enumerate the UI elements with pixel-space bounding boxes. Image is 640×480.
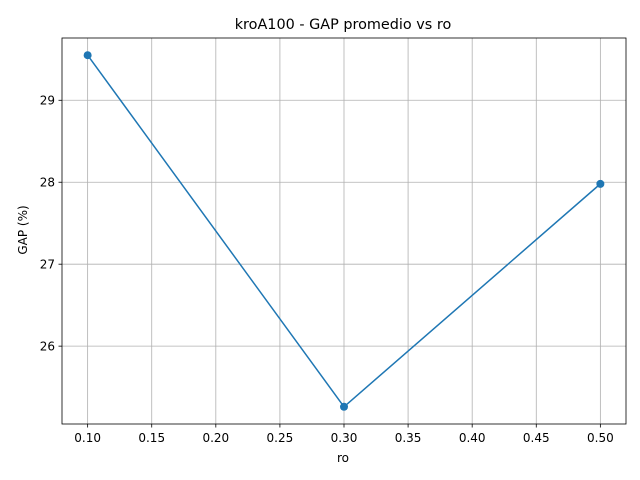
x-tick-label: 0.50 — [587, 431, 614, 445]
x-tick-label: 0.15 — [138, 431, 165, 445]
x-tick-label: 0.10 — [74, 431, 101, 445]
x-tick-label: 0.45 — [523, 431, 550, 445]
x-axis: 0.10 0.15 0.20 0.25 0.30 0.35 0.40 0.45 0.50 — [74, 424, 614, 445]
y-axis: 26 27 28 29 — [40, 94, 62, 353]
y-tick-label: 29 — [40, 94, 55, 108]
x-tick-label: 0.25 — [267, 431, 294, 445]
chart-title: kroA100 - GAP promedio vs ro — [235, 17, 452, 33]
grid-lines — [62, 38, 626, 424]
x-tick-label: 0.20 — [202, 431, 229, 445]
y-tick-label: 27 — [40, 257, 55, 271]
y-axis-label: GAP (%) — [16, 205, 30, 254]
data-point — [596, 179, 605, 188]
data-point — [340, 402, 348, 411]
y-tick-label: 26 — [40, 339, 55, 353]
series-layer — [83, 51, 605, 411]
x-tick-label: 0.35 — [395, 431, 422, 445]
y-tick-label: 28 — [40, 176, 55, 190]
x-tick-label: 0.30 — [331, 431, 358, 445]
x-axis-label: ro — [337, 451, 349, 465]
data-point — [83, 51, 92, 60]
x-tick-label: 0.40 — [459, 431, 486, 445]
